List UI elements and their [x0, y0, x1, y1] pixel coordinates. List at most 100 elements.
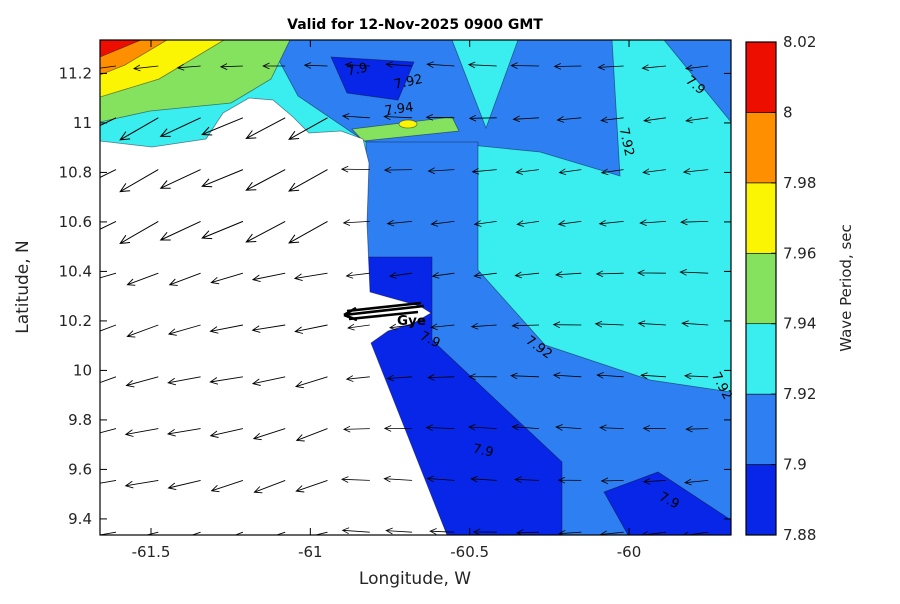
x-tick-label: -61.5 — [132, 543, 171, 561]
quiver-arrow — [100, 220, 117, 230]
x-tick-label: -60.5 — [450, 543, 489, 561]
colorbar-band — [745, 41, 777, 113]
quiver-arrow — [643, 116, 666, 124]
y-tick-label: 10.6 — [59, 213, 92, 231]
contour-label: 7.9 — [346, 61, 369, 80]
quiver-arrow — [642, 478, 666, 485]
quiver-arrow — [594, 320, 624, 328]
y-tick-label: 11 — [73, 114, 92, 132]
y-tick-label: 10 — [73, 361, 92, 379]
quiver-arrow — [100, 531, 117, 535]
quiver-arrow — [516, 220, 540, 227]
quiver-arrow — [234, 531, 244, 535]
quiver-arrow — [429, 528, 455, 535]
quiver-arrow — [119, 220, 159, 244]
quiver-arrow — [684, 478, 709, 486]
quiver-arrow — [288, 117, 328, 140]
quiver-arrow — [342, 425, 370, 433]
contour-fill-layer — [100, 40, 731, 535]
quiver-arrow — [685, 425, 709, 433]
colorbar-tick-label: 7.96 — [783, 244, 816, 262]
quiver-arrow — [345, 375, 370, 382]
quiver-arrow — [682, 168, 709, 175]
quiver-arrow — [554, 271, 582, 278]
quiver-arrow — [597, 63, 624, 71]
colorbar-band — [745, 112, 777, 184]
x-tick-label: -60 — [617, 543, 642, 561]
quiver-arrow — [427, 374, 455, 381]
quiver-arrow — [511, 423, 540, 431]
quiver-arrow — [510, 372, 540, 380]
quiver-arrow — [512, 115, 540, 123]
quiver-arrow — [510, 62, 540, 69]
colorbar-band — [745, 182, 777, 254]
quiver-arrow — [245, 117, 286, 139]
quiver-arrow — [126, 272, 159, 286]
region-yellow-spot — [398, 119, 418, 129]
region-cyan-notch — [451, 40, 519, 130]
quiver-arrow — [383, 113, 413, 121]
quiver-arrow — [595, 270, 624, 278]
quiver-arrow — [468, 373, 497, 380]
quiver-arrow — [245, 169, 286, 191]
quiver-arrow — [201, 220, 244, 240]
region-blue-topright-corner — [663, 40, 731, 123]
region-deepblue-southeast-corner — [603, 471, 731, 535]
quiver-arrow — [599, 424, 624, 432]
quiver-arrow — [431, 272, 455, 279]
x-axis-label: Longitude, W — [359, 569, 471, 589]
quiver-arrow — [159, 220, 201, 241]
y-axis-label: Latitude, N — [13, 240, 33, 334]
quiver-arrow — [684, 64, 709, 72]
region-land-trinidad — [100, 97, 448, 535]
colorbar-tick-label: 7.88 — [783, 526, 816, 544]
quiver-arrow — [100, 479, 117, 484]
x-tick-label: -61 — [298, 543, 323, 561]
colorbar-tick-label: 8 — [783, 103, 793, 121]
quiver-arrow — [159, 169, 201, 189]
quiver-arrow — [347, 323, 370, 331]
colorbar — [745, 41, 777, 536]
quiver-arrow — [167, 324, 201, 336]
x-axis-ticks: -61.5 -61 -60.5 -60 — [132, 40, 642, 561]
quiver-arrow — [385, 61, 413, 68]
quiver-arrow — [425, 114, 455, 121]
quiver-arrow — [681, 320, 709, 327]
gye-marker: Gye — [343, 301, 426, 329]
quiver-arrow — [642, 425, 666, 432]
quiver-arrow — [251, 376, 286, 386]
contour-label: 7.92 — [616, 126, 637, 157]
quiver-arrow — [131, 531, 159, 535]
quiver-arrow — [252, 428, 286, 441]
quiver-arrow — [430, 323, 455, 331]
quiver-arrow — [425, 424, 455, 432]
quiver-arrow — [219, 63, 243, 70]
quiver-arrow — [209, 324, 243, 334]
quiver-arrow — [100, 117, 117, 127]
colorbar-band — [745, 464, 777, 536]
quiver-arrow — [427, 167, 455, 175]
quiver-arrow — [168, 272, 201, 286]
quiver-arrow — [558, 529, 582, 535]
quiver-arrow — [100, 65, 117, 69]
quiver-arrow — [342, 219, 370, 226]
quiver-arrow — [468, 423, 497, 431]
quiver-arrow — [119, 117, 159, 141]
quiver-arrow — [201, 117, 244, 136]
quiver-arrow — [341, 113, 370, 120]
quiver-arrow — [386, 219, 413, 227]
quiver-arrow — [293, 272, 328, 282]
quiver-arrow — [426, 475, 455, 483]
quiver-arrow — [683, 372, 709, 380]
quiver-arrow — [679, 269, 709, 276]
quiver-arrow — [642, 168, 666, 175]
quiver-arrow — [472, 528, 497, 535]
quiver-arrow — [295, 428, 328, 442]
quiver-arrow — [124, 428, 159, 437]
quiver-arrow — [126, 324, 159, 338]
quiver-arrow — [125, 376, 159, 388]
quiver-arrow — [598, 219, 624, 227]
quiver-arrow — [555, 424, 582, 431]
colorbar-tick-label: 7.94 — [783, 315, 816, 333]
quiver-arrow — [167, 376, 201, 386]
